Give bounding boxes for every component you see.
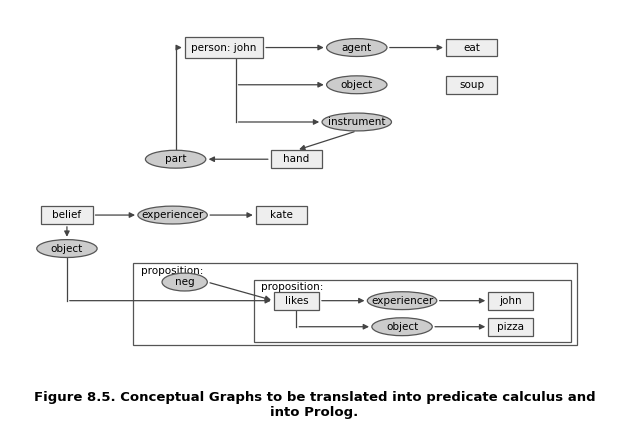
Ellipse shape — [36, 239, 97, 258]
Bar — [185, 37, 263, 58]
Text: proposition:: proposition: — [262, 282, 324, 292]
Text: likes: likes — [284, 296, 308, 306]
Ellipse shape — [372, 318, 432, 336]
Bar — [274, 292, 319, 310]
Text: experiencer: experiencer — [371, 296, 433, 306]
Text: proposition:: proposition: — [141, 266, 203, 276]
Text: object: object — [386, 322, 418, 332]
Bar — [42, 206, 92, 224]
Text: instrument: instrument — [328, 117, 386, 127]
Bar — [270, 150, 322, 168]
Text: soup: soup — [459, 80, 484, 90]
Text: experiencer: experiencer — [142, 210, 204, 220]
Ellipse shape — [138, 206, 208, 224]
Bar — [488, 292, 533, 310]
Text: pizza: pizza — [498, 322, 524, 332]
Text: Figure 8.5. Conceptual Graphs to be translated into predicate calculus and
into : Figure 8.5. Conceptual Graphs to be tran… — [34, 391, 595, 419]
Ellipse shape — [367, 292, 437, 310]
Text: object: object — [51, 244, 83, 253]
Ellipse shape — [326, 76, 387, 94]
Text: object: object — [341, 80, 373, 90]
Text: agent: agent — [342, 43, 372, 52]
Ellipse shape — [326, 38, 387, 57]
Text: john: john — [499, 296, 522, 306]
Text: hand: hand — [283, 154, 309, 164]
Text: person: john: person: john — [191, 43, 257, 52]
Text: eat: eat — [463, 43, 480, 52]
Bar — [255, 206, 307, 224]
Bar — [254, 280, 571, 342]
Text: part: part — [165, 154, 186, 164]
Text: belief: belief — [52, 210, 82, 220]
Text: neg: neg — [175, 277, 194, 287]
Bar — [446, 38, 497, 57]
Bar — [488, 318, 533, 336]
Ellipse shape — [322, 113, 391, 131]
Ellipse shape — [145, 150, 206, 168]
Text: kate: kate — [270, 210, 292, 220]
Bar — [133, 264, 577, 345]
Ellipse shape — [162, 273, 208, 291]
Bar — [446, 76, 497, 94]
